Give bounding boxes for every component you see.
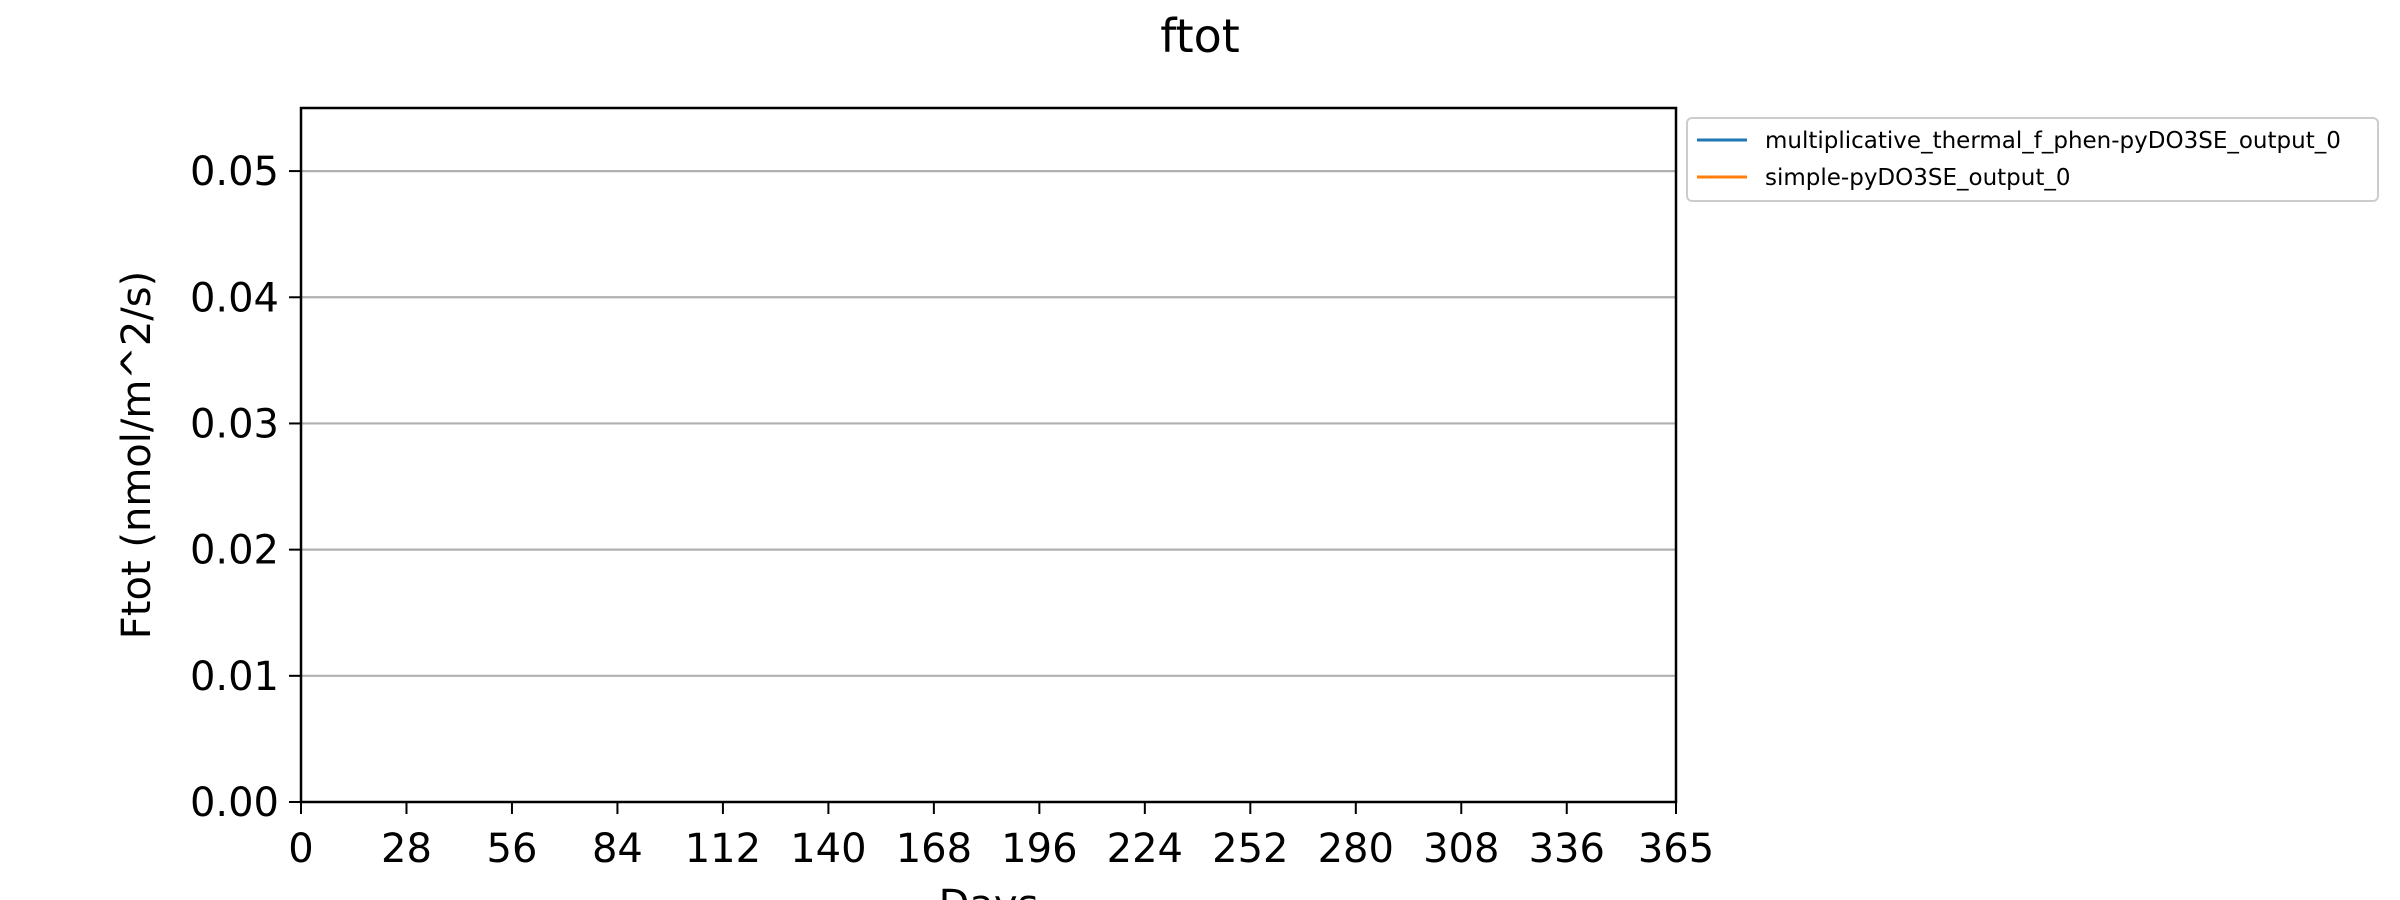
legend-entries: multiplicative_thermal_f_phen-pyDO3SE_ou… [1697,128,2341,191]
x-tick-label: 140 [790,826,866,872]
legend: multiplicative_thermal_f_phen-pyDO3SE_ou… [1686,117,2379,202]
x-tick-label: 252 [1212,826,1288,872]
x-tick-label: 84 [592,826,643,872]
x-tick-label: 196 [1001,826,1077,872]
y-axis-ticks: 0.00 0.01 0.02 0.03 0.04 0.05 [190,149,301,826]
chart-title: ftot [1160,9,1240,63]
y-tick-label: 0.02 [190,528,279,574]
legend-label: multiplicative_thermal_f_phen-pyDO3SE_ou… [1765,128,2341,154]
x-tick-label: 224 [1107,826,1183,872]
x-tick-label: 280 [1318,826,1394,872]
y-tick-label: 0.00 [190,780,279,826]
x-tick-label: 336 [1529,826,1605,872]
y-tick-label: 0.04 [190,275,279,321]
x-axis-label: Days [939,882,1039,900]
x-tick-label: 0 [288,826,313,872]
y-tick-label: 0.05 [190,149,279,195]
x-tick-label: 112 [685,826,761,872]
y-axis-label: Ftot (nmol/m^2/s) [114,271,160,639]
x-tick-label: 365 [1638,826,1714,872]
y-tick-label: 0.03 [190,401,279,447]
x-tick-label: 168 [896,826,972,872]
axes-frame [299,106,1678,804]
x-tick-label: 56 [487,826,538,872]
legend-label: simple-pyDO3SE_output_0 [1765,165,2071,191]
grid-lines [301,169,1676,677]
y-tick-label: 0.01 [190,654,279,700]
x-axis-ticks: 0 28 56 84 112 140 168 196 224 252 280 308 336 365 [288,802,1714,872]
x-tick-label: 308 [1423,826,1499,872]
x-tick-label: 28 [381,826,432,872]
legend-box [1686,117,2379,202]
